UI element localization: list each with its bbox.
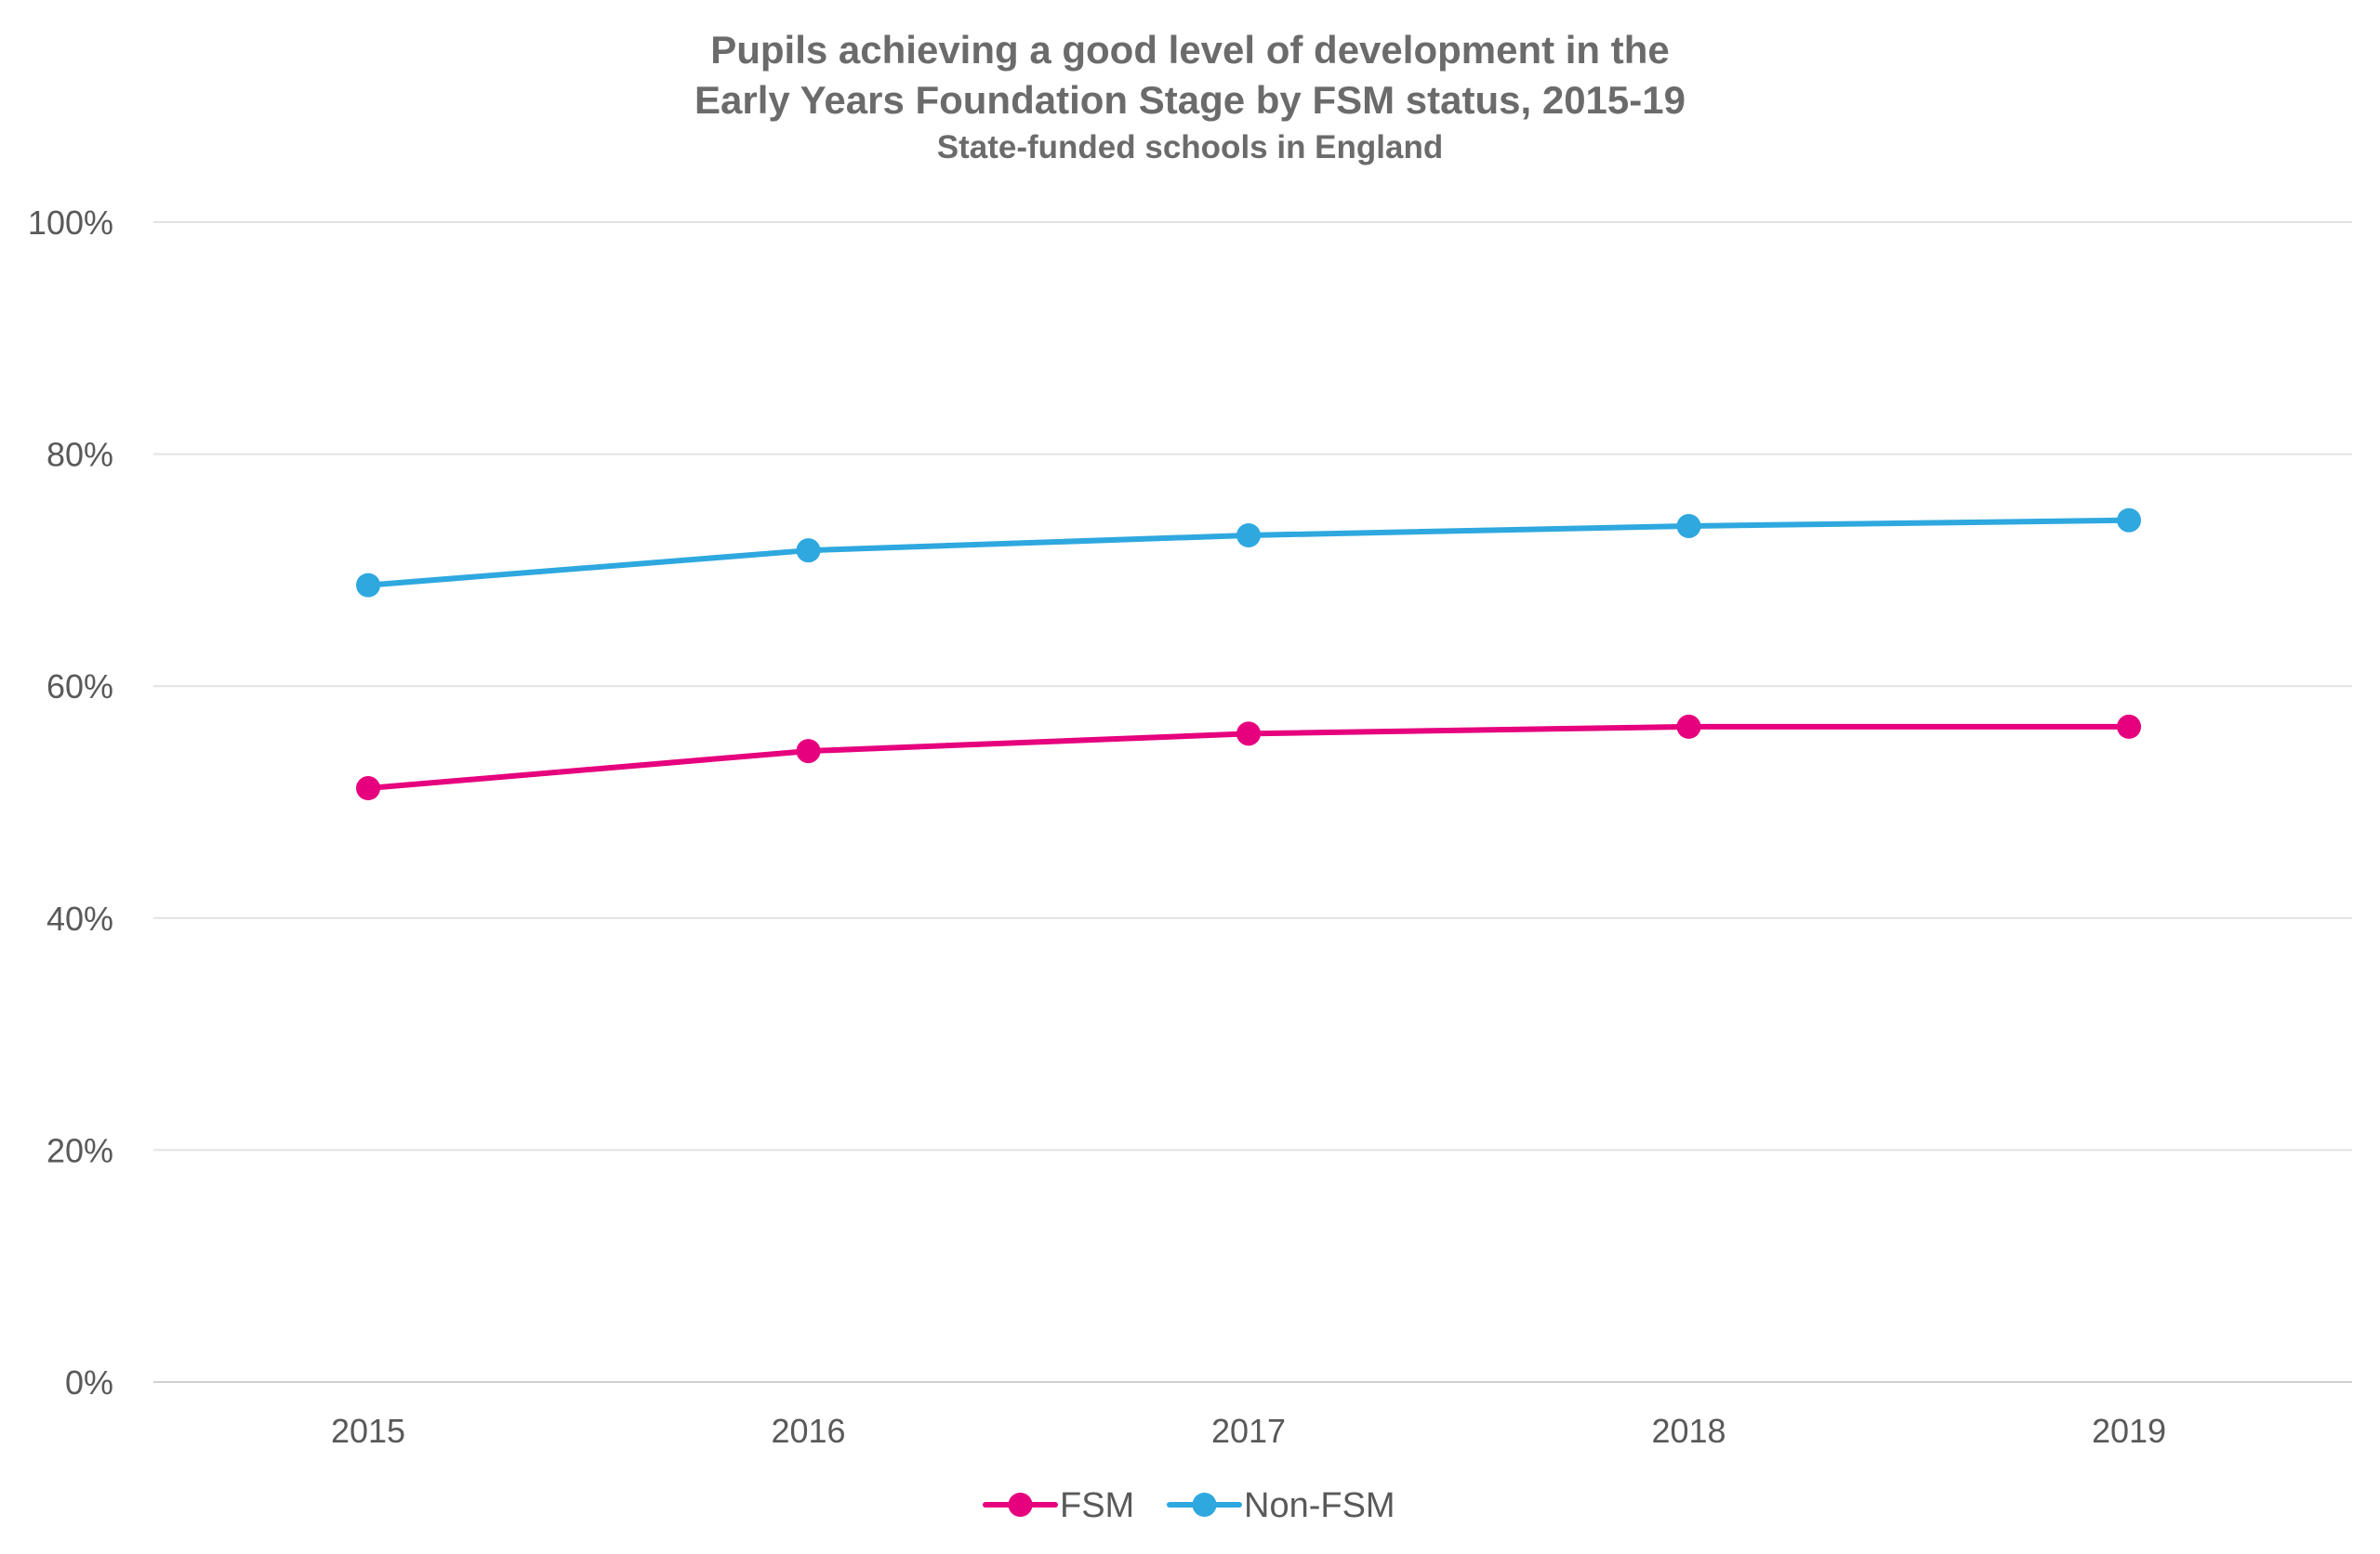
data-point <box>1676 513 1701 538</box>
chart-title-line-1: Pupils achieving a good level of develop… <box>710 28 1670 72</box>
data-point <box>796 739 821 764</box>
data-point <box>796 538 821 563</box>
x-tick-label: 2016 <box>771 1412 845 1450</box>
x-axis-ticks: 2015 2016 2017 2018 2019 <box>331 1412 2166 1450</box>
x-tick-label: 2019 <box>2092 1412 2166 1450</box>
legend-marker <box>1192 1493 1217 1517</box>
legend-label: Non-FSM <box>1244 1486 1395 1525</box>
data-point <box>1236 721 1261 746</box>
data-point <box>2117 507 2141 533</box>
y-tick-label: 40% <box>46 900 113 938</box>
y-tick-label: 80% <box>46 436 113 474</box>
data-point <box>1676 714 1701 739</box>
y-tick-label: 20% <box>46 1131 113 1169</box>
legend-marker <box>1008 1493 1033 1517</box>
y-axis-ticks: 0% 20% 40% 60% 80% 100% <box>28 204 113 1402</box>
chart-subtitle: State-funded schools in England <box>937 129 1443 165</box>
data-point <box>1236 522 1261 547</box>
series-markers <box>356 507 2141 801</box>
legend: FSM Non-FSM <box>983 1486 1395 1525</box>
series-lines <box>365 517 2132 792</box>
x-tick-label: 2017 <box>1211 1412 1286 1450</box>
y-tick-label: 100% <box>28 204 113 242</box>
gridlines <box>153 221 2352 1383</box>
data-point <box>356 776 380 801</box>
x-tick-label: 2018 <box>1651 1412 1726 1450</box>
legend-label: FSM <box>1060 1486 1134 1525</box>
y-tick-label: 60% <box>46 667 113 705</box>
chart-title-line-2: Early Years Foundation Stage by FSM stat… <box>694 78 1686 122</box>
data-point <box>2117 714 2141 739</box>
x-tick-label: 2015 <box>331 1412 405 1450</box>
data-point <box>356 573 380 598</box>
y-tick-label: 0% <box>65 1363 113 1402</box>
